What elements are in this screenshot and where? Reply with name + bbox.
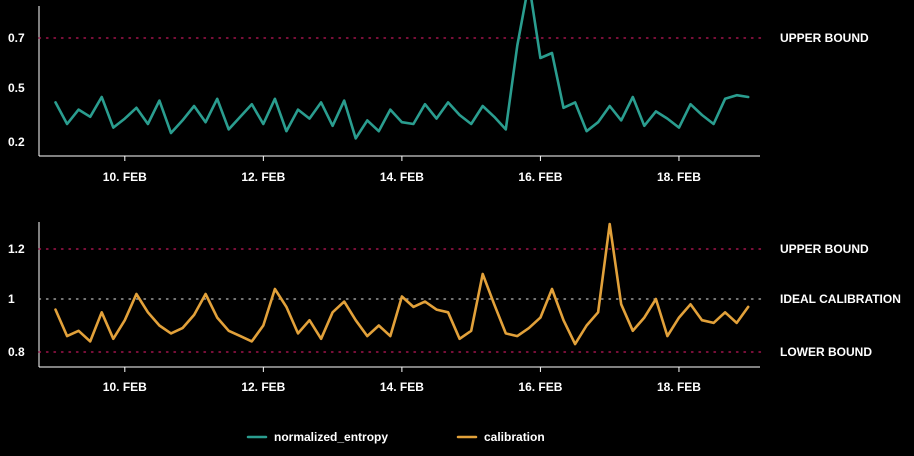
reference-label: IDEAL CALIBRATION	[780, 292, 901, 306]
x-tick-label: 12. FEB	[241, 170, 285, 184]
reference-label: UPPER BOUND	[780, 242, 869, 256]
y-tick-label: 1	[8, 292, 15, 306]
y-tick-label: 0.2	[8, 135, 25, 149]
x-tick-label: 18. FEB	[657, 380, 701, 394]
y-tick-label: 0.7	[8, 31, 25, 45]
x-tick-label: 12. FEB	[241, 380, 285, 394]
x-tick-label: 10. FEB	[103, 380, 147, 394]
calibration-line	[54, 222, 750, 346]
normalized_entropy-line	[54, 0, 750, 140]
entropy-panel: UPPER BOUND 0.2 0.5 0.7 10. FEB 12. FEB 14. FE…	[8, 0, 869, 184]
x-tick-label: 18. FEB	[657, 170, 701, 184]
calibration-panel: UPPER BOUND IDEAL CALIBRATION LOWER BOUND 0…	[8, 222, 901, 394]
x-tick-label: 14. FEB	[380, 170, 424, 184]
legend: normalized_entropy calibration	[246, 430, 545, 444]
x-tick-label: 10. FEB	[103, 170, 147, 184]
y-tick-label: 0.8	[8, 345, 25, 359]
y-tick-label: 1.2	[8, 242, 25, 256]
reference-label: LOWER BOUND	[780, 345, 872, 359]
legend-label: calibration	[484, 430, 545, 444]
legend-label: normalized_entropy	[274, 430, 388, 444]
y-tick-label: 0.5	[8, 81, 25, 95]
reference-label: UPPER BOUND	[780, 31, 869, 45]
x-tick-label: 16. FEB	[518, 170, 562, 184]
x-tick-label: 14. FEB	[380, 380, 424, 394]
x-tick-label: 16. FEB	[518, 380, 562, 394]
